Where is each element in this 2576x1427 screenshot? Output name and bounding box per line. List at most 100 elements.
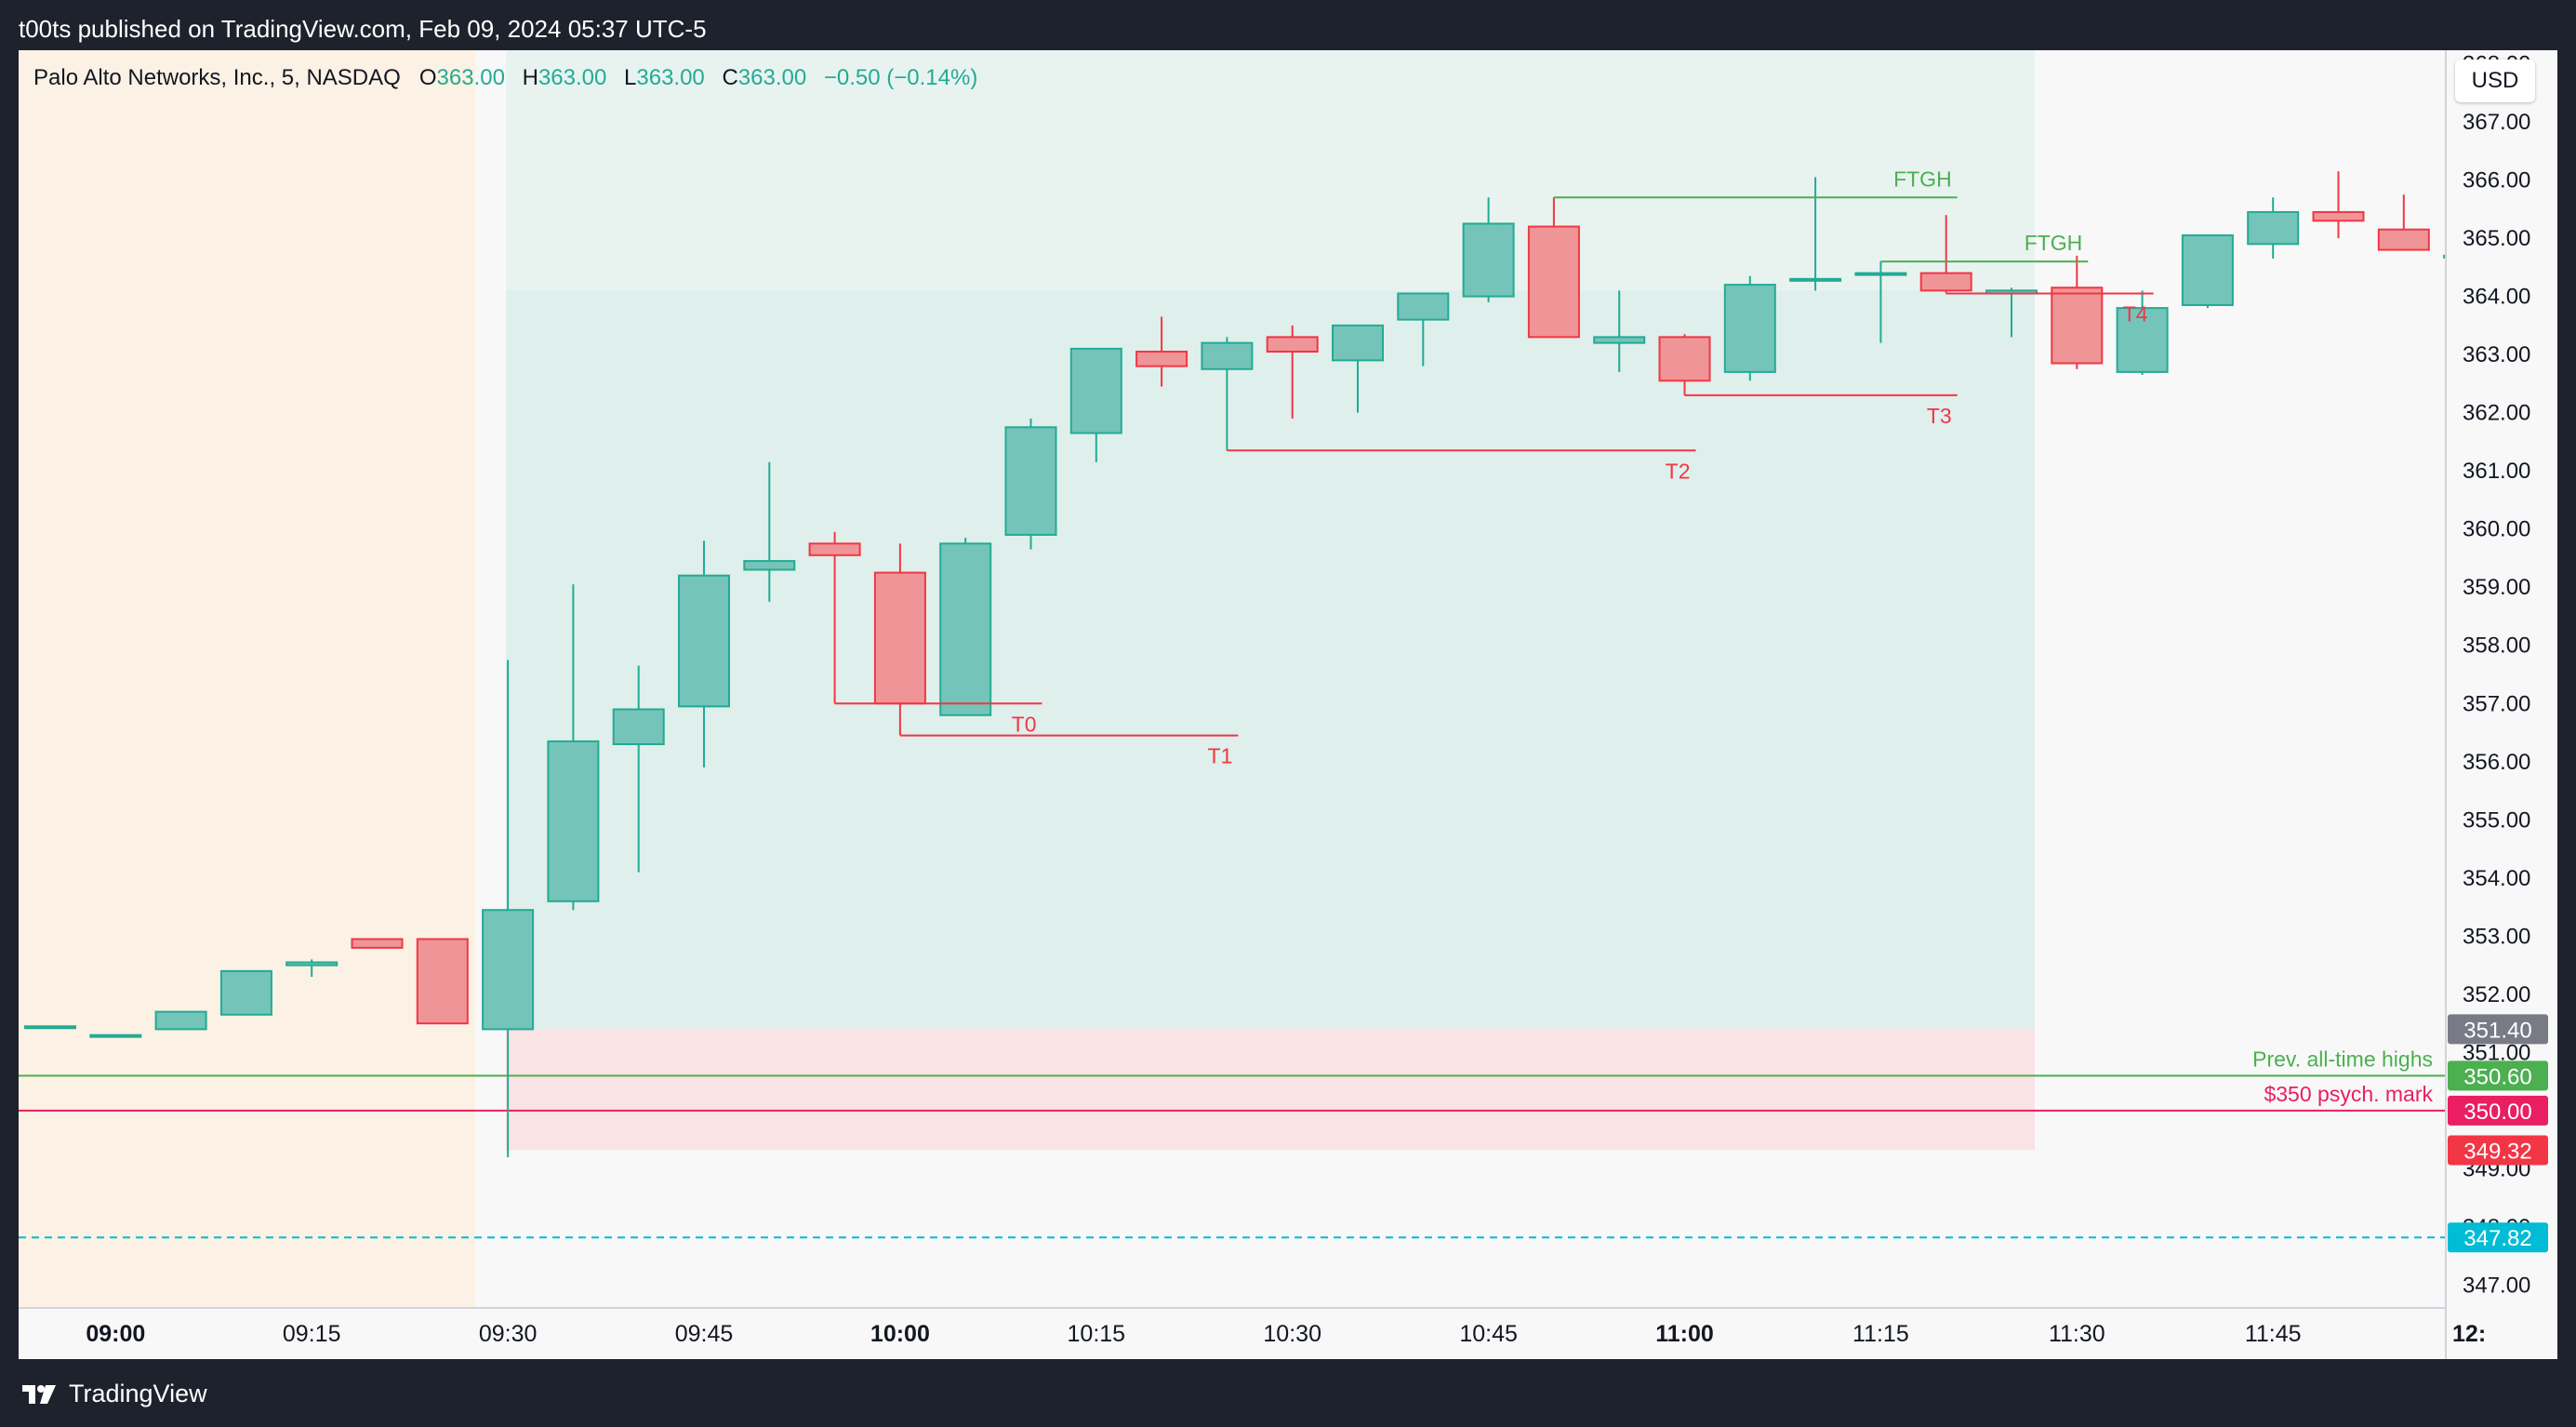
y-tick-label: 362.00 bbox=[2463, 401, 2530, 426]
x-tick-label: 09:15 bbox=[283, 1321, 341, 1347]
x-tick-label: 11:30 bbox=[2049, 1321, 2105, 1347]
y-tick-label: 359.00 bbox=[2463, 575, 2530, 600]
price-tag-bg bbox=[2448, 1135, 2548, 1166]
low-label: L bbox=[624, 65, 637, 90]
x-tick-label: 11:15 bbox=[1852, 1321, 1909, 1347]
y-tick-label: 356.00 bbox=[2463, 750, 2530, 775]
candle-body[interactable] bbox=[154, 1010, 207, 1031]
candle-body[interactable] bbox=[612, 708, 665, 746]
segment-label-t3: T3 bbox=[1927, 404, 1952, 428]
y-tick-label: 354.00 bbox=[2463, 866, 2530, 891]
x-tick-label: 09:45 bbox=[675, 1321, 734, 1347]
chart-pane[interactable]: Prev. all-time highs $350 psych. mark T0 T1… bbox=[19, 50, 2557, 1359]
candle-body[interactable] bbox=[1854, 272, 1907, 276]
segment-label-t0: T0 bbox=[1012, 712, 1037, 736]
candle-body[interactable] bbox=[1135, 350, 1188, 367]
candle-body[interactable] bbox=[1266, 336, 1319, 353]
candle-body[interactable] bbox=[1201, 341, 1254, 370]
profit-zone bbox=[506, 290, 2035, 1030]
y-tick-label: 357.00 bbox=[2463, 691, 2530, 716]
candle-body[interactable] bbox=[1332, 324, 1384, 362]
candle-body[interactable] bbox=[2377, 228, 2430, 251]
brand-name: TradingView bbox=[69, 1380, 207, 1407]
candle-body[interactable] bbox=[1723, 284, 1776, 373]
candle-body[interactable] bbox=[808, 542, 861, 556]
candle-body[interactable] bbox=[1397, 292, 1450, 321]
high-value: 363.00 bbox=[538, 65, 607, 90]
currency-button[interactable]: USD bbox=[2455, 60, 2535, 102]
y-tick-label: 366.00 bbox=[2463, 168, 2530, 193]
x-tick-label: 10:15 bbox=[1068, 1321, 1126, 1347]
x-tick-label: 11:45 bbox=[2245, 1321, 2302, 1347]
price-tag-bg bbox=[2448, 1014, 2548, 1045]
open-value: 363.00 bbox=[436, 65, 505, 90]
candle-body[interactable] bbox=[939, 542, 992, 716]
y-tick-label: 360.00 bbox=[2463, 517, 2530, 542]
candle-body[interactable] bbox=[678, 574, 730, 708]
profit-zone-extended bbox=[506, 50, 2035, 291]
symbol-legend: Palo Alto Networks, Inc., 5, NASDAQ O363… bbox=[33, 65, 977, 91]
price-tag-bg bbox=[2448, 1060, 2548, 1091]
hline-label-1: $350 psych. mark bbox=[2264, 1082, 2433, 1106]
segment-label-t4: T4 bbox=[2123, 301, 2148, 326]
candle-body[interactable] bbox=[2051, 287, 2104, 365]
close-label: C bbox=[722, 65, 738, 90]
price-tag-label: 347.82 bbox=[2463, 1226, 2531, 1251]
y-tick-label: 347.00 bbox=[2463, 1273, 2530, 1298]
candle-body[interactable] bbox=[1527, 225, 1580, 339]
tradingview-logo-icon bbox=[22, 1384, 56, 1404]
candles-group bbox=[24, 171, 2446, 1157]
candle-body[interactable] bbox=[1069, 347, 1122, 434]
y-tick-label: 352.00 bbox=[2463, 982, 2530, 1007]
x-tick-label: 12: bbox=[2452, 1321, 2486, 1347]
candle-body[interactable] bbox=[547, 740, 600, 902]
segment-label-t2: T2 bbox=[1666, 459, 1691, 483]
candle-body[interactable] bbox=[1593, 336, 1646, 344]
segment-label-t1: T1 bbox=[1208, 744, 1233, 768]
price-tag-label: 351.40 bbox=[2463, 1018, 2531, 1043]
candle-body[interactable] bbox=[2181, 233, 2234, 306]
candle-body[interactable] bbox=[1004, 426, 1057, 536]
candle-body[interactable] bbox=[2116, 307, 2169, 373]
candle-body[interactable] bbox=[351, 938, 404, 949]
price-tag-label: 349.32 bbox=[2463, 1139, 2531, 1164]
close-value: 363.00 bbox=[737, 65, 807, 90]
hline-label-0: Prev. all-time highs bbox=[2252, 1047, 2433, 1071]
low-value: 363.00 bbox=[636, 65, 705, 90]
x-tick-label: 11:00 bbox=[1655, 1321, 1714, 1347]
candle-body[interactable] bbox=[2312, 210, 2365, 222]
candlestick-chart[interactable]: Prev. all-time highs $350 psych. mark T0 T1… bbox=[19, 50, 2557, 1359]
y-tick-label: 358.00 bbox=[2463, 633, 2530, 659]
candle-body[interactable] bbox=[873, 571, 926, 705]
x-tick-label: 09:30 bbox=[479, 1321, 538, 1347]
candle-body[interactable] bbox=[285, 961, 339, 967]
candle-body[interactable] bbox=[482, 909, 535, 1031]
change-value: −0.50 (−0.14%) bbox=[823, 65, 978, 90]
candle-body[interactable] bbox=[89, 1034, 142, 1038]
candle-body[interactable] bbox=[219, 969, 272, 1016]
y-tick-label: 361.00 bbox=[2463, 459, 2530, 484]
premarket-session-bg bbox=[19, 50, 475, 1308]
price-tag-label: 350.60 bbox=[2463, 1064, 2531, 1089]
high-label: H bbox=[522, 65, 538, 90]
y-tick-label: 353.00 bbox=[2463, 924, 2530, 949]
price-tag-bg bbox=[2448, 1095, 2548, 1126]
candle-body[interactable] bbox=[24, 1025, 76, 1030]
candle-body[interactable] bbox=[2247, 210, 2300, 246]
symbol-name: Palo Alto Networks, Inc., 5, NASDAQ bbox=[33, 65, 401, 90]
footer-bar: TradingView bbox=[0, 1359, 2576, 1427]
y-tick-label: 363.00 bbox=[2463, 342, 2530, 367]
x-tick-label: 10:00 bbox=[870, 1321, 930, 1347]
candle-body[interactable] bbox=[1789, 277, 1842, 282]
candle-body[interactable] bbox=[1658, 336, 1711, 382]
stop-loss-zone bbox=[506, 1029, 2035, 1151]
x-tick-label: 10:45 bbox=[1459, 1321, 1518, 1347]
candle-body[interactable] bbox=[416, 938, 469, 1025]
y-tick-label: 355.00 bbox=[2463, 807, 2530, 833]
candle-body[interactable] bbox=[743, 560, 796, 571]
tradingview-brand[interactable]: TradingView bbox=[20, 1380, 207, 1408]
x-tick-label: 09:00 bbox=[86, 1321, 145, 1347]
candle-body[interactable] bbox=[1462, 222, 1515, 298]
price-tag-bg bbox=[2448, 1222, 2548, 1253]
candle-body[interactable] bbox=[1919, 272, 1972, 292]
